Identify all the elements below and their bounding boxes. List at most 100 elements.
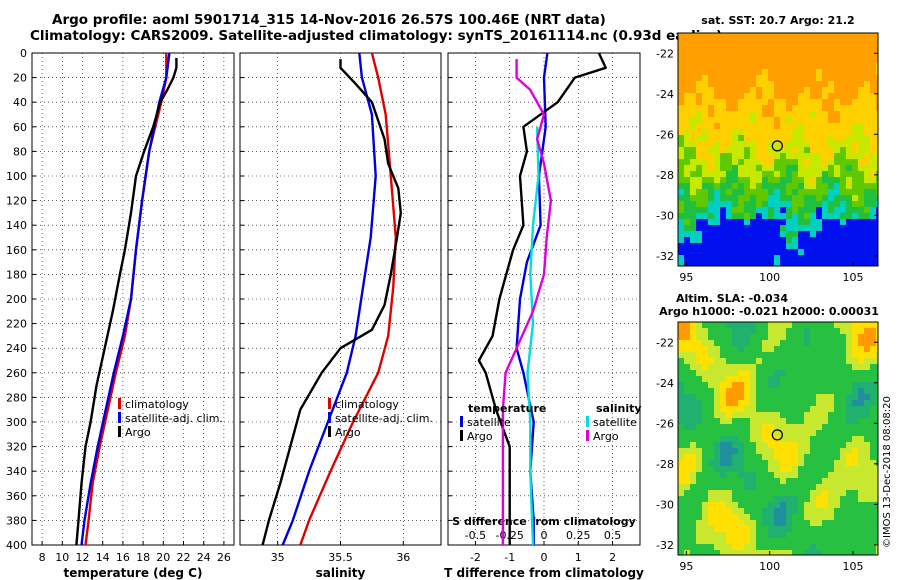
map-cell xyxy=(762,370,768,376)
map-cell xyxy=(738,63,744,69)
map-cell xyxy=(768,412,774,418)
map-cell xyxy=(768,334,774,340)
map-cell xyxy=(768,484,774,490)
map-cell xyxy=(846,376,852,382)
map-cell xyxy=(744,33,750,39)
map-cell xyxy=(768,352,774,358)
map-cell xyxy=(690,340,696,346)
map-cell xyxy=(792,51,798,57)
map-cell xyxy=(756,412,762,418)
map-cell xyxy=(678,514,684,520)
map-cell xyxy=(792,183,798,189)
map-cell xyxy=(828,165,834,171)
map-cell xyxy=(714,382,720,388)
map-cell xyxy=(768,508,774,514)
map-cell xyxy=(750,33,756,39)
map-cell xyxy=(720,532,726,538)
map-cell xyxy=(720,33,726,39)
map-cell xyxy=(768,538,774,544)
map-cell xyxy=(876,472,878,478)
map-cell xyxy=(876,424,878,430)
map-cell xyxy=(780,472,786,478)
map-cell xyxy=(846,243,852,249)
map-cell xyxy=(684,442,690,448)
map-cell xyxy=(732,237,738,243)
map-cell xyxy=(822,57,828,63)
map-cell xyxy=(690,153,696,159)
map-cell xyxy=(822,117,828,123)
map-cell xyxy=(810,406,816,412)
map-cell xyxy=(840,466,846,472)
legend-label: satellite-adj. clim. xyxy=(125,412,223,425)
map-cell xyxy=(702,466,708,472)
map-cell xyxy=(690,382,696,388)
map-cell xyxy=(810,538,816,544)
map-cell xyxy=(738,538,744,544)
map-cell xyxy=(768,57,774,63)
map-cell xyxy=(792,400,798,406)
map-cell xyxy=(846,129,852,135)
map-cell xyxy=(792,207,798,213)
map-cell xyxy=(780,171,786,177)
map-cell xyxy=(828,418,834,424)
map-cell xyxy=(828,39,834,45)
map-cell xyxy=(696,249,702,255)
map-cell xyxy=(732,165,738,171)
map-cell xyxy=(720,93,726,99)
map-cell xyxy=(690,51,696,57)
map-cell xyxy=(720,502,726,508)
map-cell xyxy=(852,93,858,99)
map-cell xyxy=(696,496,702,502)
map-cell xyxy=(828,400,834,406)
map-cell xyxy=(750,147,756,153)
map-cell xyxy=(690,219,696,225)
map-cell xyxy=(774,544,780,550)
map-cell xyxy=(768,454,774,460)
map-cell xyxy=(684,532,690,538)
map-cell xyxy=(720,165,726,171)
map-cell xyxy=(876,201,878,207)
map-cell xyxy=(870,51,876,57)
map-cell xyxy=(834,105,840,111)
map-cell xyxy=(780,33,786,39)
map-cell xyxy=(780,39,786,45)
map-cell xyxy=(738,388,744,394)
map-cell xyxy=(756,544,762,550)
map-cell xyxy=(702,231,708,237)
map-cell xyxy=(714,526,720,532)
map-cell xyxy=(828,129,834,135)
map-cell xyxy=(708,69,714,75)
map-cell xyxy=(720,231,726,237)
map-cell xyxy=(732,207,738,213)
map-cell xyxy=(876,159,878,165)
map-cell xyxy=(828,93,834,99)
map-cell xyxy=(678,490,684,496)
map-cell xyxy=(846,484,852,490)
map-cell xyxy=(726,255,732,261)
map-cell xyxy=(714,346,720,352)
map-cell xyxy=(750,159,756,165)
map-cell xyxy=(696,322,702,328)
map-cell xyxy=(732,526,738,532)
map-cell xyxy=(738,237,744,243)
map-cell xyxy=(840,358,846,364)
map-cell xyxy=(690,466,696,472)
map-cell xyxy=(810,394,816,400)
map-cell xyxy=(684,105,690,111)
map-cell xyxy=(774,490,780,496)
map-cell xyxy=(828,388,834,394)
map-cell xyxy=(864,243,870,249)
map-cell xyxy=(852,472,858,478)
map-cell xyxy=(852,418,858,424)
map-cell xyxy=(858,219,864,225)
map-cell xyxy=(780,364,786,370)
map-cell xyxy=(690,129,696,135)
x2-tick-label: 0 xyxy=(541,529,548,542)
map-cell xyxy=(864,370,870,376)
map-cell xyxy=(726,394,732,400)
map-cell xyxy=(768,526,774,532)
map-cell xyxy=(870,550,876,555)
map-cell xyxy=(708,322,714,328)
map-cell xyxy=(780,394,786,400)
map-cell xyxy=(732,430,738,436)
